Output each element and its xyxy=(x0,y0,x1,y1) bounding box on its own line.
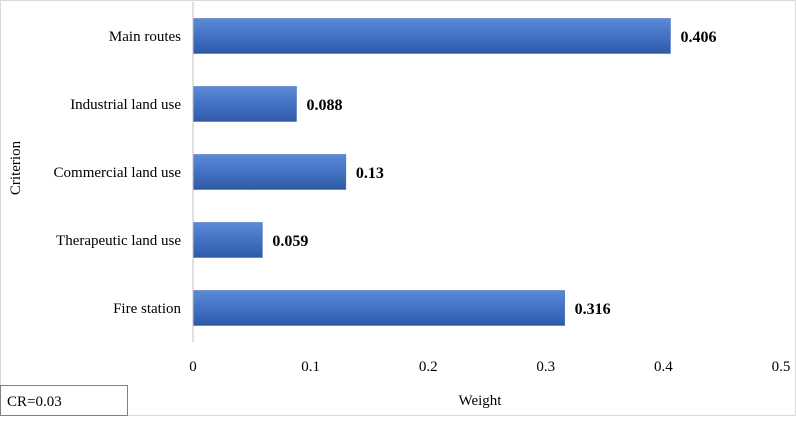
category-label-main-routes: Main routes xyxy=(109,29,181,45)
data-label-industrial-land-use: 0.088 xyxy=(306,97,342,114)
category-label-commercial-land-use: Commercial land use xyxy=(54,165,182,181)
x-tick-label: 0.4 xyxy=(654,359,673,375)
annotation-box xyxy=(0,385,128,416)
bar-therapeutic-land-use xyxy=(192,222,263,258)
x-tick-label: 0 xyxy=(189,359,197,375)
category-label-therapeutic-land-use: Therapeutic land use xyxy=(56,233,181,249)
bar-main-routes xyxy=(192,18,671,54)
x-axis-title: Weight xyxy=(459,393,503,409)
category-label-fire-station: Fire station xyxy=(113,301,181,317)
bar-fire-station xyxy=(192,290,565,326)
annotation-text: CR=0.03 xyxy=(7,394,62,410)
x-tick-label: 0.1 xyxy=(301,359,320,375)
axis-group: Main routes Industrial land use Commercial… xyxy=(54,2,791,375)
bars-group: 0.406 0.088 0.13 0.059 0.316 xyxy=(192,18,716,326)
bar-industrial-land-use xyxy=(192,86,297,122)
category-label-industrial-land-use: Industrial land use xyxy=(70,97,181,113)
bar-commercial-land-use xyxy=(192,154,347,190)
y-axis-title: Criterion xyxy=(8,140,24,195)
x-tick-label: 0.5 xyxy=(772,359,791,375)
x-tick-label: 0.2 xyxy=(419,359,438,375)
data-label-main-routes: 0.406 xyxy=(680,29,716,46)
data-label-fire-station: 0.316 xyxy=(575,301,611,318)
data-label-therapeutic-land-use: 0.059 xyxy=(272,233,308,250)
data-label-commercial-land-use: 0.13 xyxy=(356,165,384,182)
x-tick-label: 0.3 xyxy=(536,359,555,375)
